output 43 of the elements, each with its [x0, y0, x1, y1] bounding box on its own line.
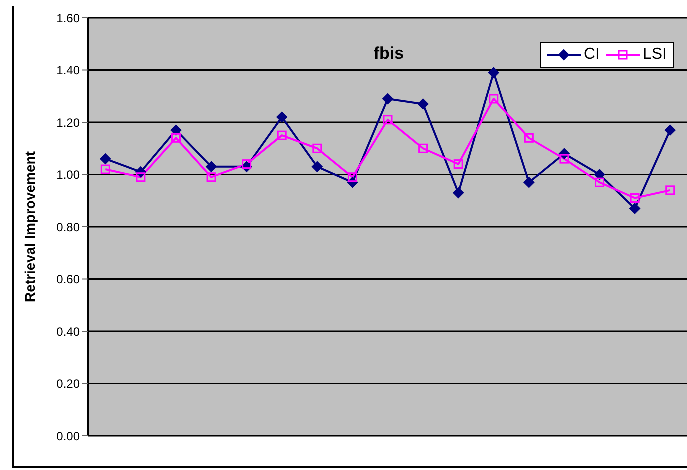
point	[100, 164, 110, 174]
point	[524, 177, 535, 188]
point	[276, 112, 288, 123]
y-tick-label: 0.80	[56, 220, 80, 234]
point	[630, 203, 641, 214]
point	[454, 160, 464, 170]
point	[418, 98, 429, 110]
point	[489, 94, 499, 104]
point	[312, 144, 322, 154]
y-tick-label: 0.20	[56, 377, 80, 392]
point	[666, 186, 676, 196]
point	[136, 172, 146, 182]
point	[595, 178, 605, 188]
point	[524, 133, 534, 143]
point	[630, 194, 640, 204]
y-tick-label: 0.60	[56, 272, 80, 287]
point	[453, 188, 464, 199]
point	[418, 144, 428, 154]
point	[488, 67, 500, 78]
point	[242, 160, 252, 170]
y-tick-label: 1.00	[56, 168, 80, 182]
text: fbis	[374, 44, 404, 63]
y-tick-label: 1.20	[56, 116, 80, 130]
point	[312, 161, 323, 172]
y-tick-label: 1.60	[56, 11, 80, 26]
y-tick-label: 1.40	[56, 64, 80, 78]
y-tick-label: 0.00	[56, 429, 80, 444]
point	[383, 115, 393, 125]
point	[348, 172, 358, 182]
legend-label: CI	[582, 46, 600, 64]
point	[171, 133, 181, 143]
point	[560, 154, 570, 164]
y-axis-title: Retrieval Improvement	[22, 151, 38, 302]
point	[664, 124, 676, 136]
point	[170, 124, 182, 136]
point	[206, 161, 218, 172]
y-tick-label: 0.40	[56, 324, 80, 339]
point	[100, 154, 112, 165]
point	[594, 169, 606, 180]
point	[382, 93, 394, 104]
legend-label: LSI	[642, 46, 667, 64]
point	[277, 130, 287, 140]
point	[206, 172, 216, 182]
